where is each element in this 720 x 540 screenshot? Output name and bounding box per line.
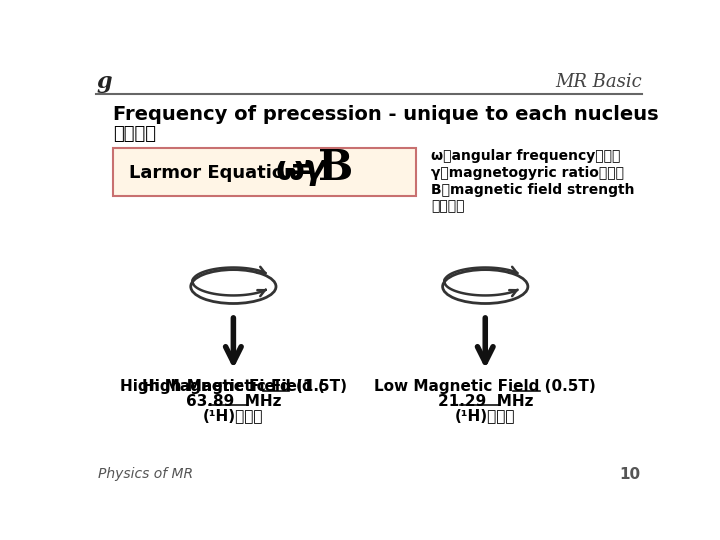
Text: g: g [96, 71, 112, 93]
Text: ω: ω [276, 154, 305, 187]
Text: B: B [318, 147, 353, 189]
FancyBboxPatch shape [113, 148, 415, 195]
Text: ω：angular frequency角频率: ω：angular frequency角频率 [431, 148, 621, 163]
Text: 63.89  MHz: 63.89 MHz [186, 394, 281, 409]
Text: (¹H)高磁场: (¹H)高磁场 [203, 408, 264, 423]
Text: Frequency of precession - unique to each nucleus: Frequency of precession - unique to each… [113, 105, 659, 124]
Text: B：magnetic field strength: B：magnetic field strength [431, 183, 634, 197]
Text: 磁场强度: 磁场强度 [431, 199, 464, 213]
Text: Low Magnetic Field (0.5T): Low Magnetic Field (0.5T) [374, 379, 596, 394]
Text: γ：magnetogyric ratio磁旋比: γ：magnetogyric ratio磁旋比 [431, 166, 624, 180]
Text: (¹H)低磁场: (¹H)低磁场 [455, 408, 516, 423]
Text: High Magnetic Field (1.5T): High Magnetic Field (1.5T) [120, 379, 347, 394]
Text: 10: 10 [619, 467, 640, 482]
Text: Larmor Equation: Larmor Equation [129, 164, 297, 183]
Text: High Magnetic Field (: High Magnetic Field ( [142, 379, 325, 394]
Text: =: = [290, 156, 313, 184]
Text: 21.29  MHz: 21.29 MHz [438, 394, 533, 409]
Text: MR Basic: MR Basic [555, 73, 642, 91]
Text: Physics of MR: Physics of MR [98, 468, 193, 482]
Text: γ: γ [302, 153, 325, 186]
Text: 进动频率: 进动频率 [113, 125, 156, 143]
